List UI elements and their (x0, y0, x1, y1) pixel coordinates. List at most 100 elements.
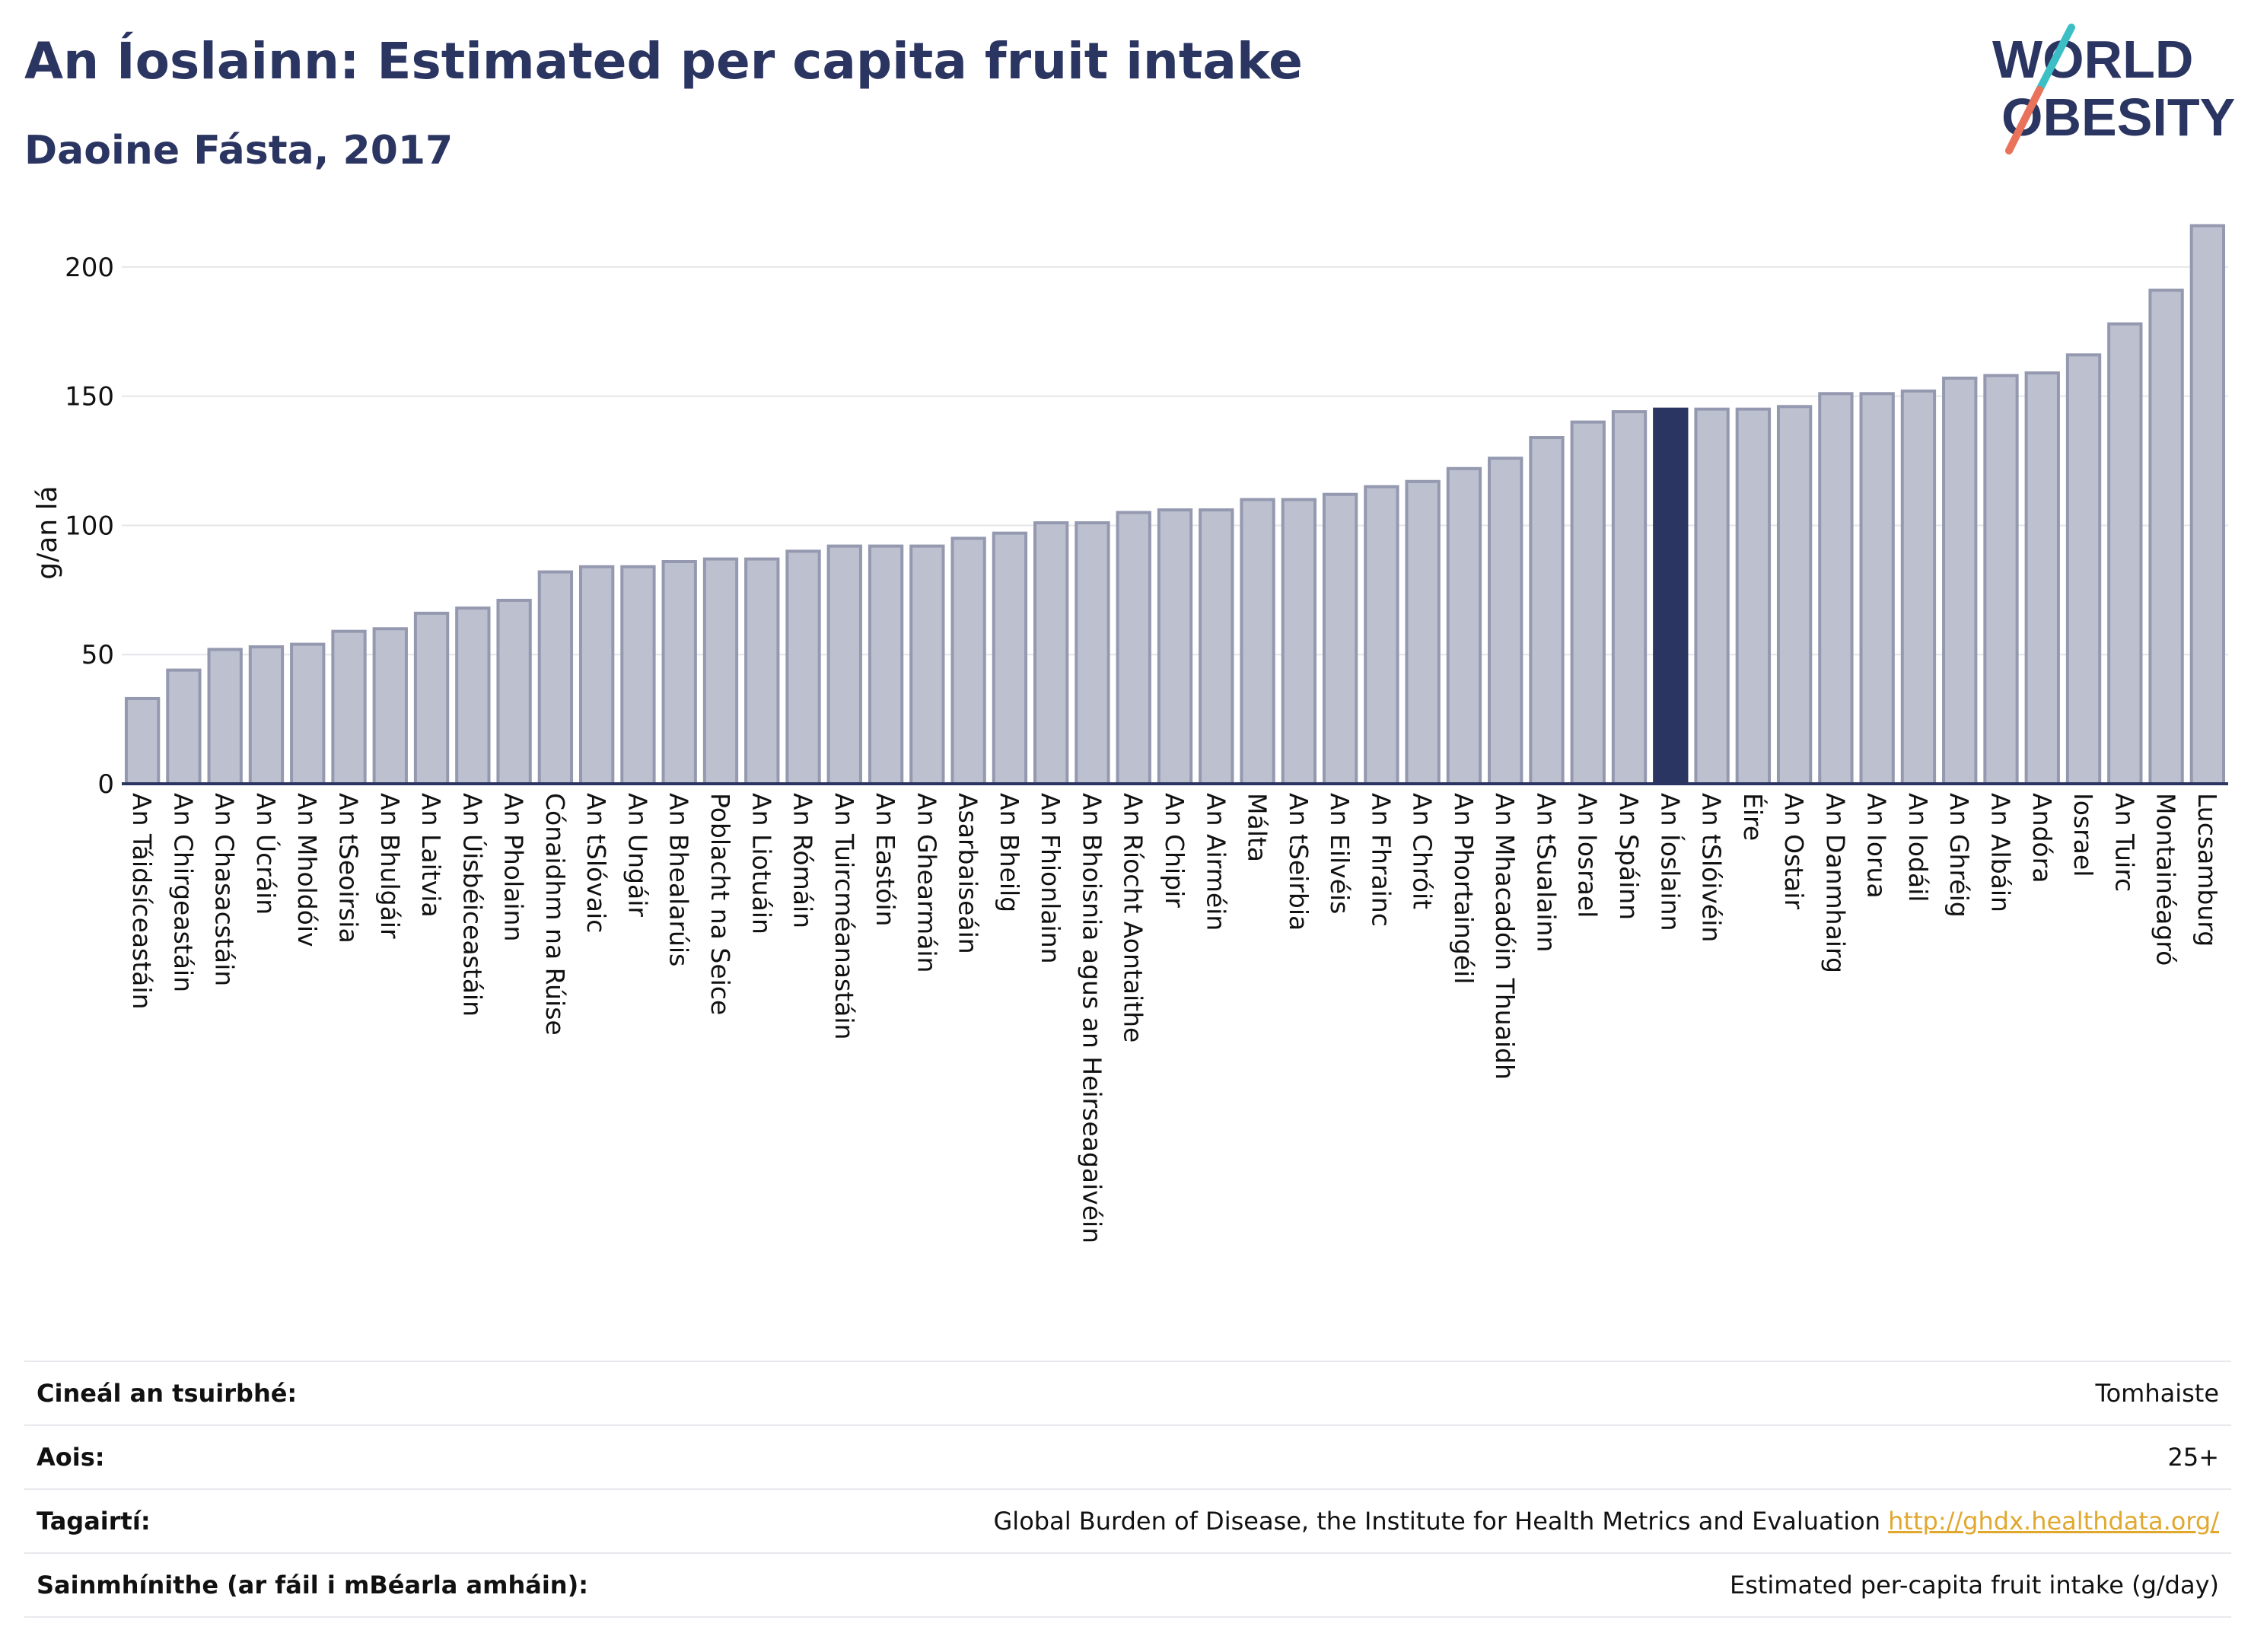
x-tick-label: An Fhionlainn (1036, 793, 1065, 964)
bar (2189, 224, 2226, 785)
bar (578, 565, 615, 785)
x-tick-label: An Fhrainc (1366, 793, 1396, 927)
bar (1322, 492, 1358, 786)
bar (2148, 288, 2184, 785)
chart-subtitle: Daoine Fásta, 2017 (24, 128, 454, 173)
x-tick-label: An Íoslainn (1655, 793, 1686, 931)
bar (496, 598, 532, 785)
info-label: Aois: (24, 1424, 721, 1489)
x-tick-label: An Bhulgáir (375, 793, 405, 939)
x-tick-label: An Rómáin (788, 793, 818, 928)
x-tick-label: An Bheilg (995, 793, 1024, 912)
bar (1240, 498, 1275, 785)
info-value-text: 25+ (2167, 1443, 2219, 1472)
bar (124, 696, 161, 786)
x-tick-label: An Phortaingéil (1449, 793, 1479, 984)
info-value: 25+ (720, 1424, 2231, 1489)
y-tick-label: 100 (65, 511, 114, 541)
bar (2024, 371, 2060, 785)
x-tick-label: Éire (1738, 793, 1769, 841)
bar (2107, 322, 2143, 786)
info-row: Cineál an tsuirbhé: Tomhaiste (24, 1361, 2231, 1425)
x-tick-label: An Liotuáin (747, 793, 776, 934)
x-tick-label: An Iosrael (1573, 793, 1603, 918)
bar (331, 629, 367, 785)
y-axis: 0 50 100 150 200 (65, 253, 114, 800)
x-tick-label: An Spáinn (1614, 793, 1644, 920)
info-value: Estimated per-capita fruit intake (g/day… (720, 1552, 2231, 1618)
bar (1859, 392, 1895, 785)
x-tick-label: Iosrael (2068, 793, 2098, 877)
x-tick-label: An Ghearmáin (912, 793, 941, 972)
x-tick-label: An Iodáil (1903, 793, 1933, 902)
x-tick-label: An tSlóvaic (581, 793, 611, 933)
bars (124, 224, 2226, 786)
x-tick-label: An Albáin (1985, 793, 2015, 912)
info-value: Global Burden of Disease, the Institute … (720, 1488, 2231, 1553)
x-tick-label: Cónaidhm na Rúise (540, 793, 570, 1036)
bar (950, 536, 986, 785)
bar (413, 611, 450, 786)
x-tick-label: An Ungáir (622, 793, 652, 917)
x-tick-label: An Eilvéis (1325, 793, 1355, 914)
x-tick-label: An Ríocht Aontaithe (1119, 793, 1148, 1042)
info-row: Aois: 25+ (24, 1424, 2231, 1489)
x-tick-label: An tSeirbia (1284, 793, 1313, 931)
x-tick-label: An Tuirc (2109, 793, 2139, 892)
x-tick-label: An Chipir (1160, 793, 1189, 908)
y-axis-label: g/an lá (32, 485, 63, 579)
x-tick-label: An Ostair (1779, 793, 1809, 909)
bar (1157, 508, 1193, 786)
x-tick-label: An Chirgeastáin (168, 793, 198, 992)
x-tick-label: An Eastóin (871, 793, 900, 926)
reference-link[interactable]: http://ghdx.healthdata.org/ (1888, 1507, 2219, 1536)
bar (1529, 436, 1565, 785)
bar (290, 642, 326, 785)
bar (661, 559, 697, 785)
info-row: Tagairtí: Global Burden of Disease, the I… (24, 1488, 2231, 1553)
info-label: Tagairtí: (24, 1488, 721, 1553)
x-tick-label: Lucsamburg (2192, 793, 2222, 947)
bar (702, 557, 739, 785)
x-tick-label: Asarbaiseáin (954, 793, 983, 954)
x-tick-label: An Laitvia (416, 793, 446, 918)
bar (1488, 457, 1523, 785)
bar (2065, 353, 2102, 785)
x-tick-label: An Mholdóiv (292, 793, 322, 947)
x-tick-label: An Ghréig (1944, 793, 1974, 918)
bar (744, 557, 780, 785)
info-value-text: Global Burden of Disease, the Institute … (993, 1507, 1880, 1536)
info-label: Sainmhínithe (ar fáil i mBéarla amháin): (24, 1552, 721, 1618)
bar (372, 627, 408, 785)
x-tick-label: An Chróit (1408, 793, 1438, 909)
y-tick-label: 50 (81, 640, 114, 670)
bar (1446, 466, 1482, 785)
x-tick-label: An Úcráin (251, 793, 282, 915)
x-tick-label: An Airméin (1201, 793, 1231, 931)
logo-slash-bottom (2005, 86, 2043, 154)
x-tick-label: Poblacht na Seice (705, 793, 735, 1015)
x-tick-label: An tSeoirsia (334, 793, 364, 944)
bar (1075, 521, 1110, 785)
bar (248, 645, 285, 785)
x-tick-label: An Danmhairg (1820, 793, 1850, 973)
x-tick-label: An Chasacstáin (210, 793, 240, 986)
x-tick-label: An Úisbéiceastáin (457, 793, 488, 1017)
bar (455, 606, 491, 785)
bar (1116, 511, 1151, 786)
bar-chart: 0 50 100 150 200 An Táidsíceastáin An Chirgea… (32, 224, 2228, 1243)
info-value-text: Estimated per-capita fruit intake (g/day… (1729, 1571, 2219, 1599)
y-tick-label: 150 (65, 382, 114, 412)
bar (1364, 485, 1399, 785)
bar (1033, 521, 1069, 785)
logo-word-obesity: OBESITY (2001, 88, 2235, 147)
x-tick-label: An Pholainn (499, 793, 529, 941)
world-obesity-logo: WORLD OBESITY (1992, 24, 2235, 154)
x-tick-label: An Táidsíceastáin (127, 793, 157, 1009)
info-row: Sainmhínithe (ar fáil i mBéarla amháin):… (24, 1552, 2231, 1618)
info-table: Cineál an tsuirbhé: Tomhaiste Aois: 25+ Taga… (24, 1361, 2231, 1618)
x-tick-label: Málta (1243, 793, 1272, 862)
bar (1570, 420, 1606, 785)
x-tick-label: An Mhacadóin Thuaidh (1490, 793, 1520, 1080)
x-tick-label: An Iorua (1862, 793, 1892, 899)
